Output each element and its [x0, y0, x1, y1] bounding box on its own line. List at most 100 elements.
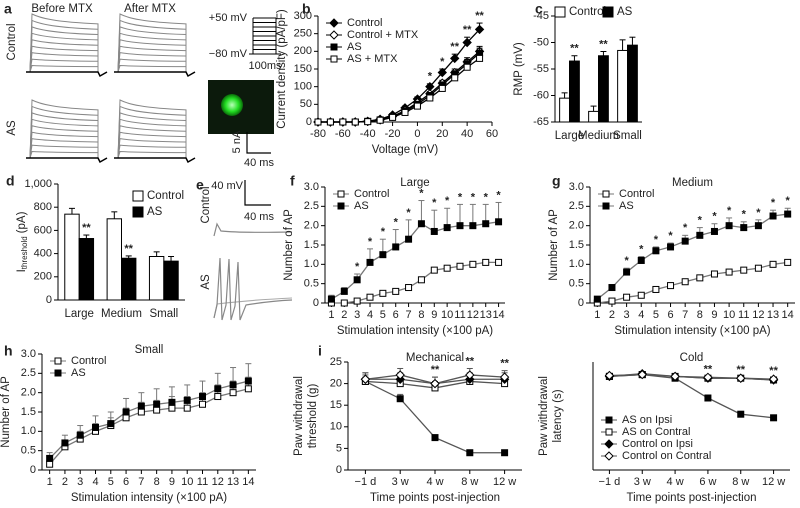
y-tick-label: 0: [313, 297, 319, 309]
y-tick-label: 2.5: [569, 200, 584, 212]
legend-label: Control on Ipsi: [622, 438, 693, 450]
series-line: [49, 388, 249, 465]
legend-swatch: [602, 6, 614, 18]
trace: [29, 19, 99, 73]
y-axis-label-line: Number of AP: [548, 209, 560, 281]
trace: [29, 26, 99, 73]
bar: [64, 213, 80, 301]
trace: [117, 19, 187, 73]
marker: [392, 243, 400, 251]
marker: [443, 264, 451, 272]
significance: *: [432, 197, 437, 209]
x-tick-label: -20: [385, 128, 401, 140]
significance: *: [428, 71, 433, 83]
legend-label: Control: [71, 355, 106, 367]
traces-panel: a Before MTX After MTX Control AS +50 mV −80 m…: [4, 1, 282, 169]
marker: [681, 237, 689, 245]
trace: [29, 32, 99, 73]
significance: **: [599, 38, 608, 50]
marker: [667, 243, 675, 251]
marker: [376, 116, 384, 124]
trace: [117, 26, 187, 73]
y-tick-label: 3.0: [569, 181, 584, 193]
significance: **: [82, 222, 91, 234]
x-tick-label: 4: [92, 476, 98, 488]
marker: [770, 414, 778, 422]
y-axis-label: RMP (mV): [513, 42, 525, 96]
y-tick-label: 1.5: [304, 239, 319, 251]
y-tick-label: 800: [34, 201, 52, 213]
y-tick-label: 50: [300, 98, 312, 110]
marker: [137, 408, 145, 416]
marker: [417, 220, 425, 228]
panel-letter: f: [290, 173, 295, 189]
trace: [29, 39, 99, 73]
marker: [443, 224, 451, 232]
x-tick-label: 5: [653, 309, 659, 321]
series-line: [609, 373, 774, 419]
y-tick-label: 1.0: [569, 258, 584, 270]
marker: [379, 289, 387, 297]
trace: [117, 99, 187, 159]
marker: [244, 377, 252, 385]
legend-swatch: [132, 190, 144, 202]
x-tick-label: Small: [613, 130, 642, 142]
x-tick-label: 12: [212, 476, 224, 488]
trace: [29, 65, 99, 73]
marker: [54, 369, 62, 377]
marker: [737, 410, 745, 418]
significance: *: [440, 56, 445, 68]
y-tick-label: 2.0: [304, 220, 319, 232]
series-line: [49, 380, 249, 459]
marker: [364, 118, 372, 126]
x-tick-label: 3: [624, 309, 630, 321]
x-tick-label: Medium: [101, 308, 142, 320]
protocol-label: +50 mV: [209, 12, 248, 24]
x-tick-label: 3 w: [634, 476, 651, 488]
marker: [326, 118, 334, 126]
legend-swatch: [132, 206, 144, 218]
significance: **: [450, 41, 459, 53]
marker: [229, 389, 237, 397]
x-tick-label: Small: [149, 308, 178, 320]
chart-title: Large: [400, 177, 429, 189]
trace: [213, 222, 293, 237]
x-tick-label: 10: [723, 309, 735, 321]
x-axis-label: Time points post-injection: [370, 492, 500, 504]
marker: [681, 278, 689, 286]
bar: [78, 238, 95, 301]
marker: [340, 299, 348, 307]
y-tick-label: 0.5: [569, 278, 584, 290]
y-tick-label: -50: [533, 36, 549, 48]
x-tick-label: 13: [480, 309, 492, 321]
trace: [117, 151, 187, 159]
y-tick-label: 10: [330, 421, 342, 433]
y-tick-label: 150: [294, 63, 312, 75]
marker: [405, 235, 413, 243]
significance: *: [394, 216, 399, 228]
marker: [430, 378, 440, 389]
trace: [117, 131, 187, 159]
marker: [229, 381, 237, 389]
y-tick-label: 400: [34, 248, 52, 260]
y-axis-label-line: I: [16, 269, 28, 272]
y-tick-label: 0: [578, 297, 584, 309]
x-tick-label: 60: [486, 128, 498, 140]
marker: [437, 67, 447, 78]
x-tick-label: 40: [461, 128, 473, 140]
marker: [476, 54, 484, 62]
row-label: AS: [200, 274, 212, 290]
marker: [330, 43, 338, 51]
trace: [117, 118, 187, 159]
trace: [29, 138, 99, 159]
significance: *: [355, 261, 360, 273]
bar: [106, 218, 122, 301]
significance: **: [500, 358, 509, 370]
marker: [495, 218, 503, 226]
trace: [29, 118, 99, 159]
trace: [249, 18, 281, 55]
legend-label: Control: [354, 188, 389, 200]
marker: [710, 227, 718, 235]
